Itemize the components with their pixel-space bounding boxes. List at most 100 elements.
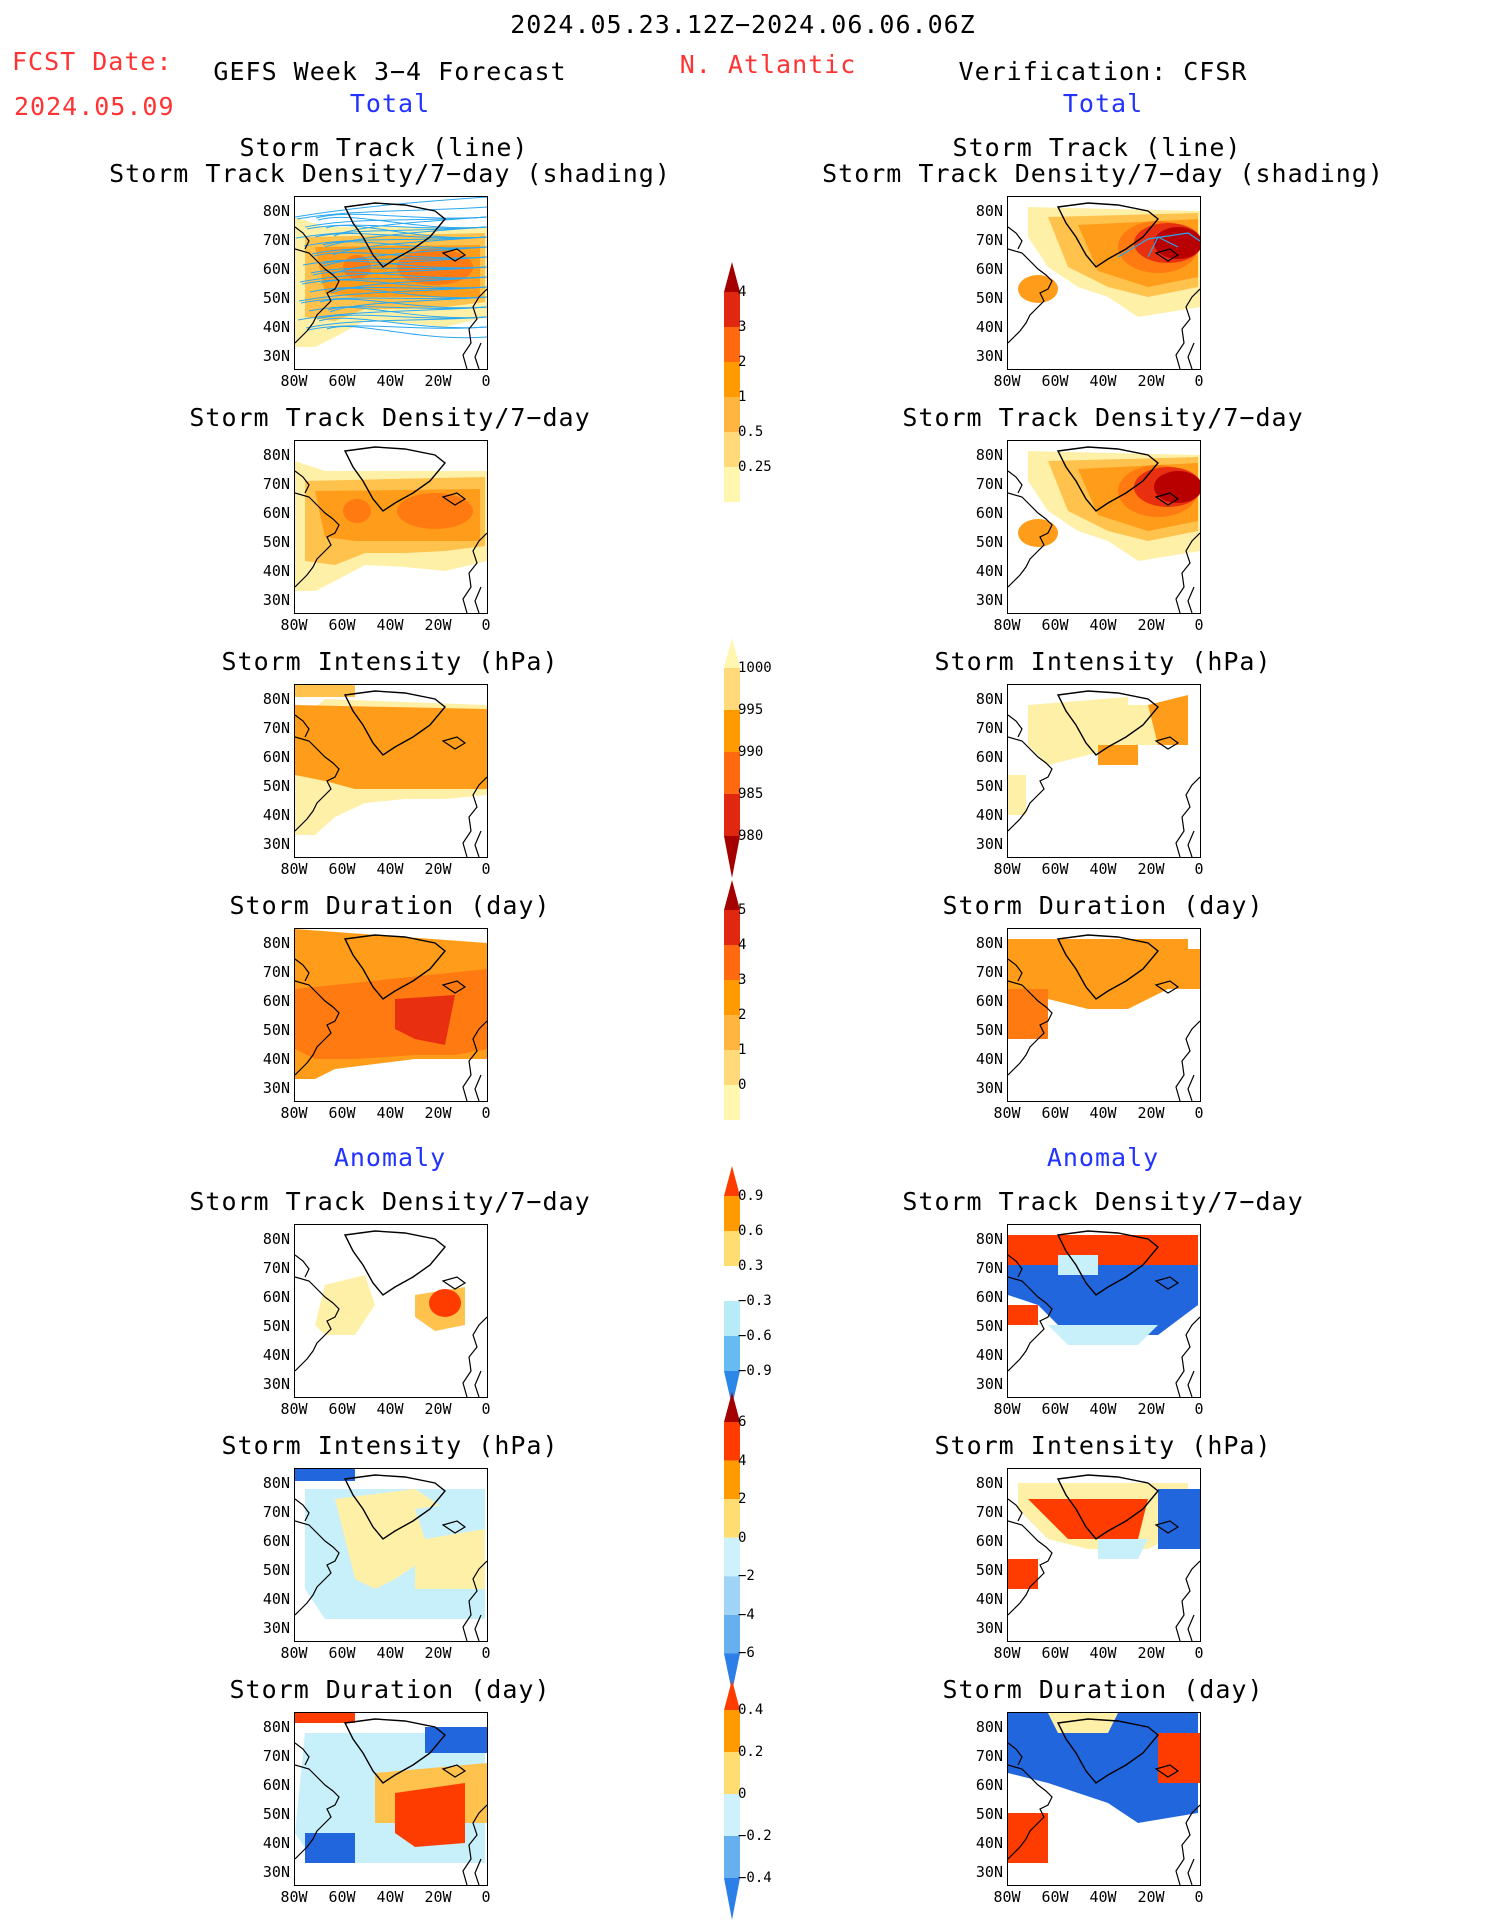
lon-tick-label: 40W xyxy=(376,1644,404,1662)
lon-tick-label: 40W xyxy=(1089,1104,1117,1122)
lat-tick-label: 60N xyxy=(975,260,1003,278)
colorbar-tick-label: 0.5 xyxy=(738,424,764,440)
lat-tick-label: 70N xyxy=(975,475,1003,493)
map-shading-left-4 xyxy=(295,929,487,1101)
lat-tick-label: 60N xyxy=(975,1776,1003,1794)
lon-tick-label: 20W xyxy=(424,1400,452,1418)
lon-tick-label: 40W xyxy=(376,1888,404,1906)
map-right-4 xyxy=(1007,928,1201,1102)
colorbar-tick-label: 3 xyxy=(738,319,747,335)
lon-tick-label: 20W xyxy=(1137,860,1165,878)
lon-tick-label: 80W xyxy=(993,1644,1021,1662)
colorbar-density_anom: 0.9 0.6 0.3 −0.3 −0.6 −0.9 xyxy=(722,1166,802,1406)
left-total-label: Total xyxy=(349,89,431,118)
map-shading-left-1 xyxy=(295,197,487,369)
lon-tick-label: 60W xyxy=(1041,860,1069,878)
map-right-6 xyxy=(1007,1468,1201,1642)
lat-tick-label: 30N xyxy=(262,1079,290,1097)
lat-tick-label: 50N xyxy=(975,289,1003,307)
panel-title-left-3: Storm Intensity (hPa) xyxy=(221,647,559,676)
lat-tick-label: 50N xyxy=(262,1561,290,1579)
lon-tick-label: 0 xyxy=(1194,1104,1204,1122)
lat-tick-label: 30N xyxy=(975,347,1003,365)
lon-tick-label: 0 xyxy=(1194,860,1204,878)
colorbar-tick-label: −4 xyxy=(738,1606,755,1623)
map-shading-left-3 xyxy=(295,685,487,857)
map-left-4 xyxy=(294,928,488,1102)
colorbar-tick-label: −0.9 xyxy=(738,1363,772,1379)
lat-tick-label: 50N xyxy=(975,1805,1003,1823)
colorbar-tick-label: 4 xyxy=(738,937,747,953)
colorbar-tick-label: −2 xyxy=(738,1568,755,1585)
map-left-5 xyxy=(294,1224,488,1398)
panel-title-right-6: Storm Intensity (hPa) xyxy=(934,1431,1272,1460)
lon-tick-label: 60W xyxy=(328,616,356,634)
map-left-6 xyxy=(294,1468,488,1642)
lat-tick-label: 40N xyxy=(975,1050,1003,1068)
left-anomaly-label: Anomaly xyxy=(333,1143,447,1172)
lat-tick-label: 80N xyxy=(975,690,1003,708)
lat-tick-label: 60N xyxy=(262,504,290,522)
colorbar-tick-label: −0.2 xyxy=(738,1828,772,1844)
lon-tick-label: 20W xyxy=(1137,372,1165,390)
lat-tick-label: 50N xyxy=(262,1805,290,1823)
lon-tick-label: 60W xyxy=(328,1644,356,1662)
lon-tick-label: 40W xyxy=(1089,616,1117,634)
map-left-2 xyxy=(294,440,488,614)
lon-tick-label: 0 xyxy=(481,860,491,878)
lon-tick-label: 0 xyxy=(481,372,491,390)
lon-tick-label: 20W xyxy=(1137,1644,1165,1662)
lat-tick-label: 50N xyxy=(262,1317,290,1335)
colorbar-tick-label: 0.4 xyxy=(738,1702,764,1718)
panel-title-left-4: Storm Duration (day) xyxy=(229,891,551,920)
colorbar-tick-label: 0.3 xyxy=(738,1258,764,1274)
lat-tick-label: 40N xyxy=(262,1050,290,1068)
lat-tick-label: 30N xyxy=(975,1079,1003,1097)
lon-tick-label: 80W xyxy=(280,860,308,878)
colorbar-tick-label: 0.9 xyxy=(738,1188,764,1204)
colorbar-tick-label: −0.6 xyxy=(738,1328,772,1344)
lat-tick-label: 40N xyxy=(262,1590,290,1608)
lon-tick-label: 40W xyxy=(1089,1400,1117,1418)
lat-tick-label: 40N xyxy=(262,1834,290,1852)
map-right-3 xyxy=(1007,684,1201,858)
lon-tick-label: 20W xyxy=(1137,1888,1165,1906)
lat-tick-label: 40N xyxy=(975,562,1003,580)
lat-tick-label: 80N xyxy=(975,202,1003,220)
colorbar-tick-label: 0 xyxy=(738,1529,747,1546)
colorbar-tick-label: 6 xyxy=(738,1414,747,1430)
lat-tick-label: 80N xyxy=(975,1474,1003,1492)
lat-tick-label: 50N xyxy=(975,1317,1003,1335)
right-total-label: Total xyxy=(1062,89,1144,118)
colorbar-tick-label: −6 xyxy=(738,1645,755,1662)
lat-tick-label: 30N xyxy=(975,1619,1003,1637)
lon-tick-label: 60W xyxy=(1041,1400,1069,1418)
lon-tick-label: 20W xyxy=(1137,616,1165,634)
map-shading-left-2 xyxy=(295,446,487,613)
lon-tick-label: 80W xyxy=(280,1644,308,1662)
map-shading-right-3 xyxy=(1008,690,1200,857)
region-title: N. Atlantic xyxy=(679,50,857,79)
lat-tick-label: 80N xyxy=(975,934,1003,952)
colorbar-tick-label: 985 xyxy=(738,786,764,802)
colorbar-tick-label: 0 xyxy=(738,1786,747,1802)
lat-tick-label: 70N xyxy=(262,1747,290,1765)
lat-tick-label: 60N xyxy=(262,1532,290,1550)
lon-tick-label: 80W xyxy=(993,616,1021,634)
lat-tick-label: 40N xyxy=(262,806,290,824)
lat-tick-label: 80N xyxy=(262,446,290,464)
lat-tick-label: 30N xyxy=(262,835,290,853)
lon-tick-label: 0 xyxy=(1194,1644,1204,1662)
colorbar-tick-label: 1 xyxy=(738,1042,747,1058)
lat-tick-label: 60N xyxy=(262,748,290,766)
lon-tick-label: 0 xyxy=(481,1400,491,1418)
lon-tick-label: 0 xyxy=(1194,1888,1204,1906)
colorbar-tick-label: 4 xyxy=(738,284,747,300)
lon-tick-label: 80W xyxy=(280,1104,308,1122)
lon-tick-label: 0 xyxy=(481,616,491,634)
map-shading-right-1 xyxy=(1008,202,1200,369)
colorbar-tick-label: −0.4 xyxy=(738,1870,772,1886)
panel-title-left-2: Storm Track Density/7−day xyxy=(189,403,591,432)
colorbar-tick-label: 3 xyxy=(738,972,747,988)
lat-tick-label: 80N xyxy=(262,202,290,220)
